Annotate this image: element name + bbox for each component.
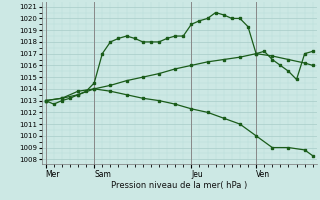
X-axis label: Pression niveau de la mer( hPa ): Pression niveau de la mer( hPa ): [111, 181, 247, 190]
